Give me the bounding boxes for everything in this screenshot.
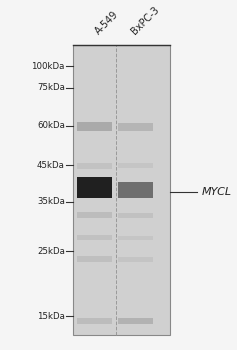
Bar bbox=[77, 163, 112, 169]
Bar bbox=[118, 236, 153, 240]
Text: 100kDa: 100kDa bbox=[32, 62, 65, 71]
Bar bbox=[118, 258, 153, 262]
Text: 75kDa: 75kDa bbox=[37, 83, 65, 92]
Text: 35kDa: 35kDa bbox=[37, 197, 65, 206]
Bar bbox=[77, 122, 112, 131]
Bar bbox=[77, 234, 112, 240]
Bar bbox=[118, 182, 153, 198]
Bar bbox=[118, 213, 153, 218]
Text: MYCL: MYCL bbox=[202, 187, 232, 197]
Text: 25kDa: 25kDa bbox=[37, 247, 65, 256]
Bar bbox=[118, 123, 153, 131]
Bar bbox=[73, 45, 170, 335]
Bar bbox=[77, 317, 112, 323]
Text: 15kDa: 15kDa bbox=[37, 312, 65, 321]
Bar bbox=[118, 163, 153, 168]
Bar bbox=[77, 211, 112, 218]
Bar bbox=[118, 318, 153, 324]
Bar bbox=[77, 177, 112, 198]
Text: 45kDa: 45kDa bbox=[37, 161, 65, 170]
Text: BxPC-3: BxPC-3 bbox=[129, 5, 161, 36]
Text: A-549: A-549 bbox=[94, 9, 121, 36]
Bar bbox=[77, 256, 112, 262]
Text: 60kDa: 60kDa bbox=[37, 121, 65, 130]
